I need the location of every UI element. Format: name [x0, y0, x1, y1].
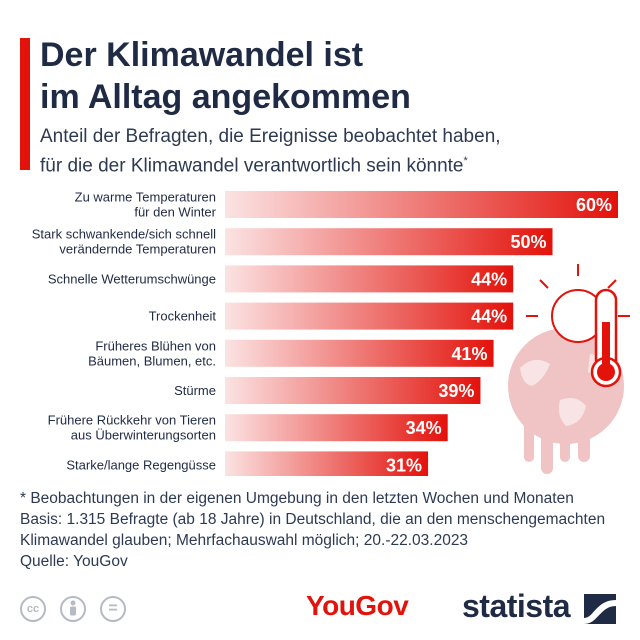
subtitle: Anteil der Befragten, die Ereignisse beo…: [40, 124, 630, 178]
subtitle-line-1: Anteil der Befragten, die Ereignisse beo…: [40, 126, 501, 147]
value-label-7: 34%: [406, 418, 442, 438]
source-line: Quelle: YouGov: [20, 553, 128, 570]
subtitle-footnote-mark: *: [463, 155, 468, 167]
bar-1: [225, 191, 618, 218]
statista-logo[interactable]: statista: [462, 588, 571, 624]
subtitle-line-2: für die der Klimawandel verantwortlich s…: [40, 149, 630, 178]
value-label-8: 31%: [386, 455, 422, 475]
category-label-3: Schnelle Wetterumschwünge: [48, 271, 216, 286]
title-line-2: im Alltag angekommen: [40, 78, 411, 116]
category-label-6: Stürme: [174, 383, 216, 398]
footnote-line-1: * Beobachtungen in der eigenen Umgebung …: [20, 490, 574, 507]
category-label-1-line-1: Zu warme Temperaturen: [75, 190, 216, 205]
bar-2: [225, 228, 553, 256]
yougov-logo[interactable]: YouGov: [306, 590, 409, 621]
category-label-5-line-1: Früheres Blühen von: [95, 338, 216, 353]
footnote-line-3: Klimawandel glauben; Mehrfachauswahl mög…: [20, 532, 469, 549]
title-line-1: Der Klimawandel ist: [40, 36, 364, 74]
bar-3: [225, 265, 514, 293]
value-label-4: 44%: [471, 307, 507, 327]
attribution-icon[interactable]: [60, 596, 86, 622]
bar-7: [225, 414, 448, 442]
cc-icon[interactable]: cc: [20, 596, 46, 622]
title-accent-bar: [20, 38, 30, 170]
footnote: * Beobachtungen in der eigenen Umgebung …: [20, 488, 630, 572]
category-label-2-line-2: verändernde Temperaturen: [59, 242, 216, 257]
cc-icon-text: cc: [26, 603, 40, 615]
bar-5: [225, 339, 494, 367]
value-label-1: 60%: [576, 195, 612, 215]
category-label-7-line-2: aus Überwinterungsorten: [71, 428, 216, 443]
value-label-2: 50%: [510, 232, 546, 252]
category-label-7-line-1: Frühere Rückkehr von Tieren: [48, 413, 216, 428]
subtitle-line-2-text: für die der Klimawandel verantwortlich s…: [40, 155, 464, 177]
bar-6: [225, 377, 481, 404]
category-label-4: Trockenheit: [149, 309, 217, 324]
footnote-line-2: Basis: 1.315 Befragte (ab 18 Jahre) in D…: [20, 511, 606, 528]
no-derivatives-text: =: [108, 600, 118, 617]
category-label-2-line-1: Stark schwankende/sich schnell: [32, 227, 216, 242]
statista-wave-icon: [584, 594, 616, 624]
value-label-3: 44%: [471, 269, 507, 289]
category-label-5-line-2: Bäumen, Blumen, etc.: [88, 353, 216, 368]
value-label-6: 39%: [438, 381, 474, 401]
category-label-8: Starke/lange Regengüsse: [66, 457, 216, 472]
person-icon: [70, 600, 76, 616]
thermometer-icon: [590, 288, 622, 388]
bar-8: [225, 451, 429, 476]
bar-4: [225, 302, 514, 330]
value-label-5: 41%: [452, 344, 488, 364]
no-derivatives-icon[interactable]: =: [100, 596, 126, 622]
category-label-1-line-2: für den Winter: [134, 205, 216, 220]
page-title: Der Klimawandel ist im Alltag angekommen: [40, 34, 600, 118]
